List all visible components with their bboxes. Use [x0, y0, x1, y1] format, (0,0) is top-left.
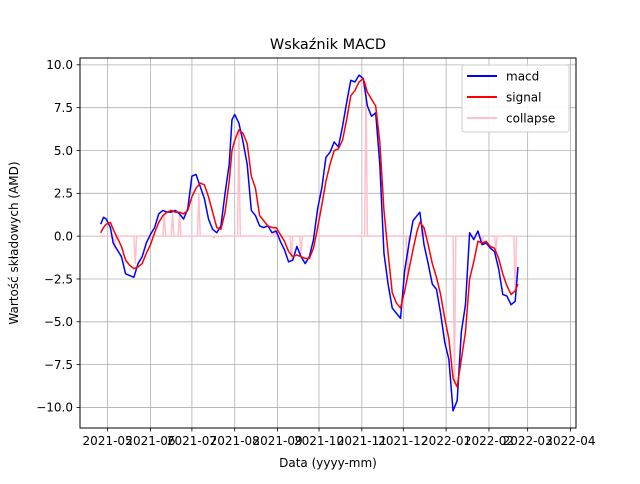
- x-tick-label: 2021-08: [210, 434, 260, 448]
- x-axis-label: Data (yyyy-mm): [279, 456, 377, 470]
- x-tick-label: 2021-10: [294, 434, 344, 448]
- x-tick-label: 2021-11: [337, 434, 387, 448]
- y-tick-label: 7.5: [54, 101, 73, 115]
- y-tick-label: 5.0: [54, 144, 73, 158]
- y-tick-label: 0.0: [54, 229, 73, 243]
- chart-title: Wskaźnik MACD: [270, 37, 386, 53]
- legend-label-collapse: collapse: [506, 112, 555, 126]
- x-tick-label: 2021-06: [125, 434, 175, 448]
- y-axis-ticks: −10.0 −7.5 −5.0 −2.5 0.0 2.5 5.0 7.5 10.0: [36, 58, 80, 415]
- legend-label-macd: macd: [506, 70, 539, 84]
- x-tick-label: 2022-01: [421, 434, 471, 448]
- y-axis-label: Wartość składowych (AMD): [7, 161, 21, 324]
- x-tick-label: 2022-03: [503, 434, 553, 448]
- series-lines: [100, 74, 519, 412]
- x-axis-ticks: 2021-052021-062021-072021-082021-092021-…: [83, 428, 596, 448]
- series-line-signal: [100, 77, 519, 388]
- plot-frame: [79, 57, 577, 429]
- y-tick-label: −10.0: [36, 401, 73, 415]
- y-tick-label: −2.5: [44, 272, 73, 286]
- x-tick-label: 2021-12: [378, 434, 428, 448]
- series-line-collapse: [100, 81, 518, 385]
- x-tick-label: 2022-04: [545, 434, 595, 448]
- legend-entry-signal: signal: [467, 91, 542, 105]
- legend-entry-collapse: collapse: [467, 112, 555, 126]
- y-tick-label: −7.5: [44, 358, 73, 372]
- legend-entry-macd: macd: [467, 70, 539, 84]
- x-tick-label: 2021-07: [167, 434, 217, 448]
- y-tick-label: 2.5: [54, 187, 73, 201]
- y-tick-label: 10.0: [46, 58, 73, 72]
- x-tick-label: 2021-09: [253, 434, 303, 448]
- chart-legend: macd signal collapse: [461, 64, 570, 133]
- x-tick-label: 2022-02: [464, 434, 514, 448]
- legend-label-signal: signal: [506, 91, 542, 105]
- legend-box: [461, 64, 570, 133]
- y-tick-label: −5.0: [44, 315, 73, 329]
- x-tick-label: 2021-05: [83, 434, 133, 448]
